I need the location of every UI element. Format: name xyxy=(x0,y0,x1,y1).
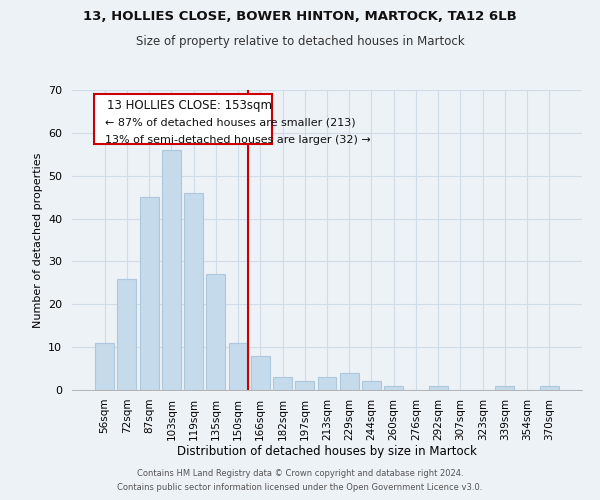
Bar xyxy=(429,386,448,390)
X-axis label: Distribution of detached houses by size in Martock: Distribution of detached houses by size … xyxy=(177,446,477,458)
Bar xyxy=(184,193,203,390)
Bar xyxy=(362,382,381,390)
Text: 13 HOLLIES CLOSE: 153sqm: 13 HOLLIES CLOSE: 153sqm xyxy=(107,98,272,112)
Bar xyxy=(251,356,270,390)
Bar xyxy=(229,343,248,390)
Bar xyxy=(118,278,136,390)
Text: 13% of semi-detached houses are larger (32) →: 13% of semi-detached houses are larger (… xyxy=(104,135,370,145)
Y-axis label: Number of detached properties: Number of detached properties xyxy=(32,152,43,328)
Bar xyxy=(140,197,158,390)
Bar xyxy=(317,377,337,390)
Bar xyxy=(540,386,559,390)
FancyBboxPatch shape xyxy=(94,94,272,144)
Text: 13, HOLLIES CLOSE, BOWER HINTON, MARTOCK, TA12 6LB: 13, HOLLIES CLOSE, BOWER HINTON, MARTOCK… xyxy=(83,10,517,23)
Bar xyxy=(384,386,403,390)
Bar xyxy=(496,386,514,390)
Bar xyxy=(273,377,292,390)
Bar xyxy=(295,382,314,390)
Bar xyxy=(206,274,225,390)
Text: Contains HM Land Registry data © Crown copyright and database right 2024.: Contains HM Land Registry data © Crown c… xyxy=(137,468,463,477)
Text: ← 87% of detached houses are smaller (213): ← 87% of detached houses are smaller (21… xyxy=(104,118,355,128)
Text: Size of property relative to detached houses in Martock: Size of property relative to detached ho… xyxy=(136,35,464,48)
Bar xyxy=(162,150,181,390)
Bar xyxy=(340,373,359,390)
Text: Contains public sector information licensed under the Open Government Licence v3: Contains public sector information licen… xyxy=(118,484,482,492)
Bar xyxy=(95,343,114,390)
